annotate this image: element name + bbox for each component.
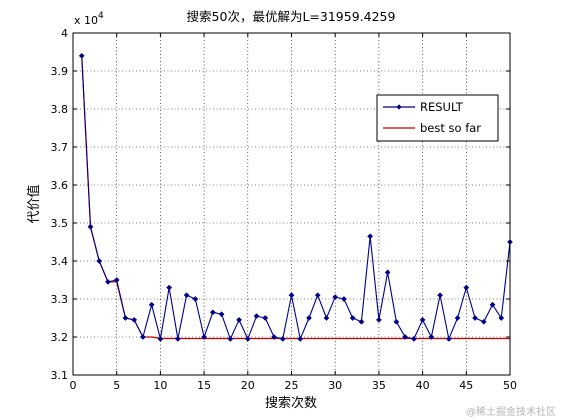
data-point-result — [297, 335, 304, 342]
legend: RESULT best so far — [376, 94, 499, 142]
data-point-result — [96, 258, 103, 264]
x-tick-label: 0 — [70, 379, 77, 392]
data-point-result — [279, 335, 286, 342]
data-point-result — [183, 292, 190, 299]
data-point-result — [428, 334, 435, 340]
data-point-result — [332, 294, 339, 301]
y-tick-label: 3.6 — [51, 179, 69, 192]
data-point-result — [201, 334, 208, 340]
data-point-result — [375, 316, 382, 323]
y-tick-label: 3.4 — [51, 255, 69, 268]
y-tick-label: 3.1 — [51, 369, 69, 382]
data-point-result — [262, 315, 269, 321]
data-point-result — [244, 335, 251, 342]
y-axis-label: 代价值 — [26, 184, 42, 223]
y-tick-label: 3.2 — [51, 331, 69, 344]
data-point-result — [358, 318, 365, 325]
data-point-result — [166, 284, 173, 291]
y-tick-labels: 3.1 3.2 3.3 3.4 3.5 3.6 3.7 3.8 3.9 4 — [51, 27, 69, 382]
y-exponent-power: 4 — [98, 11, 104, 21]
data-point-result — [463, 284, 470, 291]
y-exponent-base: x 10 — [74, 14, 98, 27]
y-tick-label: 3.8 — [51, 103, 69, 116]
data-point-result — [419, 316, 426, 323]
data-point-result — [498, 315, 505, 321]
y-tick-label: 4 — [61, 27, 68, 40]
legend-marker-result — [396, 104, 402, 110]
legend-box — [376, 94, 499, 142]
series-layer — [78, 52, 513, 342]
x-tick-label: 40 — [416, 379, 430, 392]
data-point-result — [131, 316, 138, 323]
data-point-result — [314, 292, 321, 299]
x-tick-label: 45 — [459, 379, 473, 392]
data-point-result — [393, 318, 400, 325]
watermark: @稀土掘金技术社区 — [466, 405, 556, 418]
data-point-result — [480, 318, 487, 325]
data-point-result — [288, 292, 295, 299]
data-point-result — [410, 335, 417, 342]
x-tick-label: 50 — [503, 379, 517, 392]
axis-ticks — [72, 32, 511, 376]
y-exponent-label: x 104 — [74, 11, 104, 27]
data-point-result — [349, 315, 356, 321]
data-point-result — [402, 334, 409, 340]
data-point-result — [87, 223, 94, 230]
data-point-result — [472, 315, 478, 321]
x-tick-label: 10 — [153, 379, 167, 392]
data-point-result — [323, 315, 330, 321]
data-point-result — [105, 278, 111, 285]
data-point-result — [454, 315, 461, 321]
chart-title: 搜索50次，最优解为L=31959.4259 — [187, 9, 396, 24]
legend-label-best: best so far — [420, 121, 481, 135]
data-point-result — [271, 334, 277, 340]
data-point-result — [157, 335, 164, 342]
series-line-best — [81, 55, 510, 340]
y-tick-label: 3.9 — [51, 65, 69, 78]
data-point-result — [148, 301, 155, 308]
x-tick-label: 25 — [285, 379, 299, 392]
data-point-result — [489, 301, 496, 308]
data-point-result — [384, 269, 391, 276]
x-tick-label: 35 — [372, 379, 386, 392]
data-point-result — [139, 334, 146, 340]
data-point-result — [227, 335, 234, 342]
data-point-result — [236, 316, 243, 323]
y-tick-label: 3.5 — [51, 217, 69, 230]
x-tick-labels: 0 5 10 15 20 25 30 35 40 45 50 — [70, 379, 518, 392]
data-point-result — [174, 335, 181, 342]
x-tick-label: 30 — [328, 379, 342, 392]
series-line-result — [81, 55, 511, 341]
data-point-result — [113, 277, 120, 283]
x-tick-label: 15 — [197, 379, 211, 392]
data-point-result — [192, 296, 199, 302]
data-point-result — [445, 335, 452, 342]
x-tick-label: 5 — [113, 379, 120, 392]
legend-label-result: RESULT — [420, 100, 464, 114]
data-point-result — [78, 52, 85, 59]
x-tick-label: 20 — [241, 379, 255, 392]
data-point-result — [437, 292, 444, 299]
y-tick-label: 3.7 — [51, 141, 69, 154]
y-tick-label: 3.3 — [51, 293, 69, 306]
data-point-result — [306, 315, 312, 321]
data-point-result — [209, 309, 216, 316]
data-point-result — [122, 315, 129, 321]
data-point-result — [340, 296, 347, 302]
data-point-result — [218, 311, 225, 318]
data-point-result — [253, 313, 260, 320]
data-point-result — [367, 233, 374, 240]
x-axis-label: 搜索次数 — [265, 395, 317, 411]
